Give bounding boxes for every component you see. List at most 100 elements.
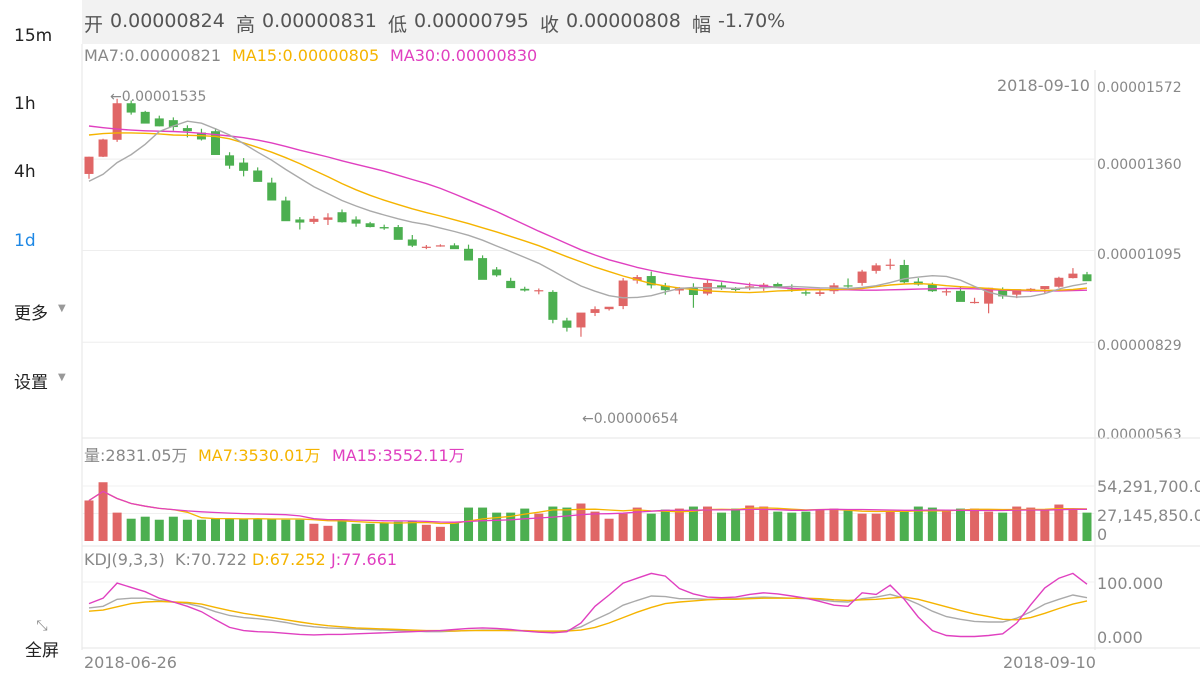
volume-bar: [970, 508, 980, 541]
ohlc-high-label: 高: [236, 14, 256, 36]
volume-bar: [1040, 509, 1050, 541]
ohlc-open-label: 开: [84, 14, 104, 36]
settings-menu-label: 设置: [14, 373, 48, 393]
candle-body: [211, 131, 221, 155]
volume-bar: [534, 513, 544, 541]
volume-tick-3: 0: [1097, 525, 1108, 544]
volume-ma7-legend: MA7:3530.01万: [198, 446, 321, 465]
candle-body: [239, 162, 249, 171]
ma30-line: [88, 125, 1088, 292]
volume-bar: [562, 507, 572, 541]
candle-body: [646, 276, 656, 286]
price-tick-2: 0.00001360: [1097, 157, 1182, 173]
candle-body: [871, 265, 881, 271]
volume-bar: [1082, 512, 1092, 541]
candle-body: [801, 292, 811, 294]
volume-bar: [196, 519, 206, 541]
more-menu-label: 更多: [14, 304, 48, 324]
ohlc-high-value: 0.00000831: [262, 10, 377, 32]
kdj-d-line: [88, 596, 1088, 632]
volume-bar: [211, 518, 221, 541]
kdj-tick-0: 0.000: [1097, 628, 1143, 647]
candle-body: [84, 156, 94, 174]
candle-body: [225, 155, 235, 166]
ohlc-low-label: 低: [388, 14, 408, 36]
volume-bar: [941, 510, 951, 541]
candle-body: [520, 288, 530, 291]
candle-body: [464, 248, 474, 261]
candle-body: [604, 306, 614, 310]
candle-body: [393, 227, 403, 240]
volume-bar: [843, 510, 853, 541]
candle-body: [478, 258, 488, 280]
volume-bar: [548, 506, 558, 541]
volume-ma15-line: [88, 490, 1087, 523]
candle-body: [1054, 277, 1064, 287]
candle-body: [885, 264, 895, 266]
volume-tick-2: 27,145,850.0: [1097, 506, 1200, 525]
x-axis-start-date: 2018-06-26: [84, 653, 177, 672]
candle-body: [337, 212, 347, 223]
volume-bar: [506, 512, 516, 541]
candle-body: [590, 309, 600, 313]
candle-body: [955, 290, 965, 302]
candle-body: [351, 219, 361, 224]
candle-body: [309, 218, 319, 222]
ma7-legend: MA7:0.00000821: [84, 46, 222, 65]
volume-bar: [492, 512, 502, 541]
max-price-annotation: ←0.00001535: [110, 89, 207, 105]
candle-body: [492, 269, 502, 276]
volume-bar: [464, 507, 474, 541]
candle-body: [365, 223, 375, 228]
timeframe-15m-label: 15m: [14, 26, 53, 46]
volume-bar: [660, 509, 670, 541]
candle-body: [534, 290, 544, 292]
volume-bar: [478, 507, 488, 541]
volume-bar: [407, 520, 417, 541]
volume-bar: [998, 512, 1008, 541]
volume-bar: [295, 519, 305, 541]
volume-bar: [829, 508, 839, 541]
volume-bar: [576, 503, 586, 541]
price-tick-5: 0.00000563: [1097, 427, 1182, 443]
candle-body: [815, 292, 825, 294]
volume-bar: [787, 512, 797, 541]
volume-bar: [365, 523, 375, 541]
price-tick-3: 0.00001095: [1097, 247, 1182, 263]
volume-bar: [182, 519, 192, 541]
volume-bar: [1068, 508, 1078, 541]
ohlc-close-label: 收: [540, 14, 560, 36]
candle-body: [295, 219, 305, 223]
candle-body: [449, 245, 459, 250]
candle-body: [618, 280, 628, 307]
fullscreen-button[interactable]: ⤡ 全屏: [20, 618, 64, 661]
candle-body: [126, 103, 136, 113]
settings-menu-dropdown-icon: ▼: [58, 372, 66, 383]
volume-bar: [520, 508, 530, 541]
min-price-annotation: ←0.00000654: [582, 411, 679, 427]
kdj-d-legend: D:67.252: [252, 550, 326, 569]
volume-legend: 量:2831.05万: [84, 446, 188, 465]
volume-bar: [773, 511, 783, 541]
volume-bar: [731, 508, 741, 541]
candle-body: [407, 239, 417, 246]
volume-bar: [154, 519, 164, 541]
volume-bar: [646, 513, 656, 541]
volume-bar: [126, 518, 136, 541]
volume-bar: [168, 516, 178, 541]
volume-bar: [84, 500, 94, 541]
candle-body: [1040, 286, 1050, 290]
candle-body: [323, 217, 333, 220]
kdj-k-line: [88, 593, 1088, 633]
volume-bar: [674, 508, 684, 541]
volume-bar: [899, 511, 909, 541]
volume-bar: [927, 507, 937, 541]
volume-bar: [281, 519, 291, 541]
candle-body: [927, 284, 937, 292]
volume-bar: [239, 518, 249, 541]
volume-bar: [717, 512, 727, 541]
candle-body: [112, 103, 122, 140]
candle-body: [379, 227, 389, 229]
ohlc-change-value: -1.70%: [718, 10, 786, 32]
